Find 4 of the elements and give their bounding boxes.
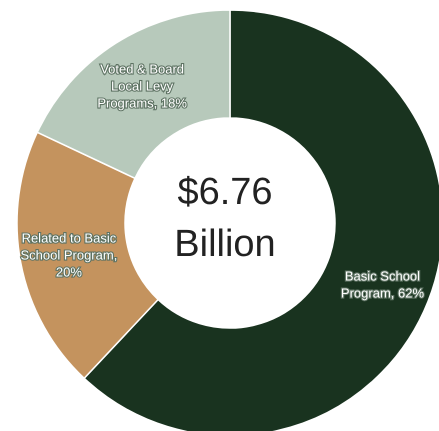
slice-label: Basic School Program, 62% (340, 268, 424, 300)
slice-label: Voted & Board Local Levy Programs, 18% (97, 61, 188, 110)
text: $6.76 Billion (174, 171, 276, 265)
slice-label: Related to Basic School Program, 20% (20, 230, 118, 280)
